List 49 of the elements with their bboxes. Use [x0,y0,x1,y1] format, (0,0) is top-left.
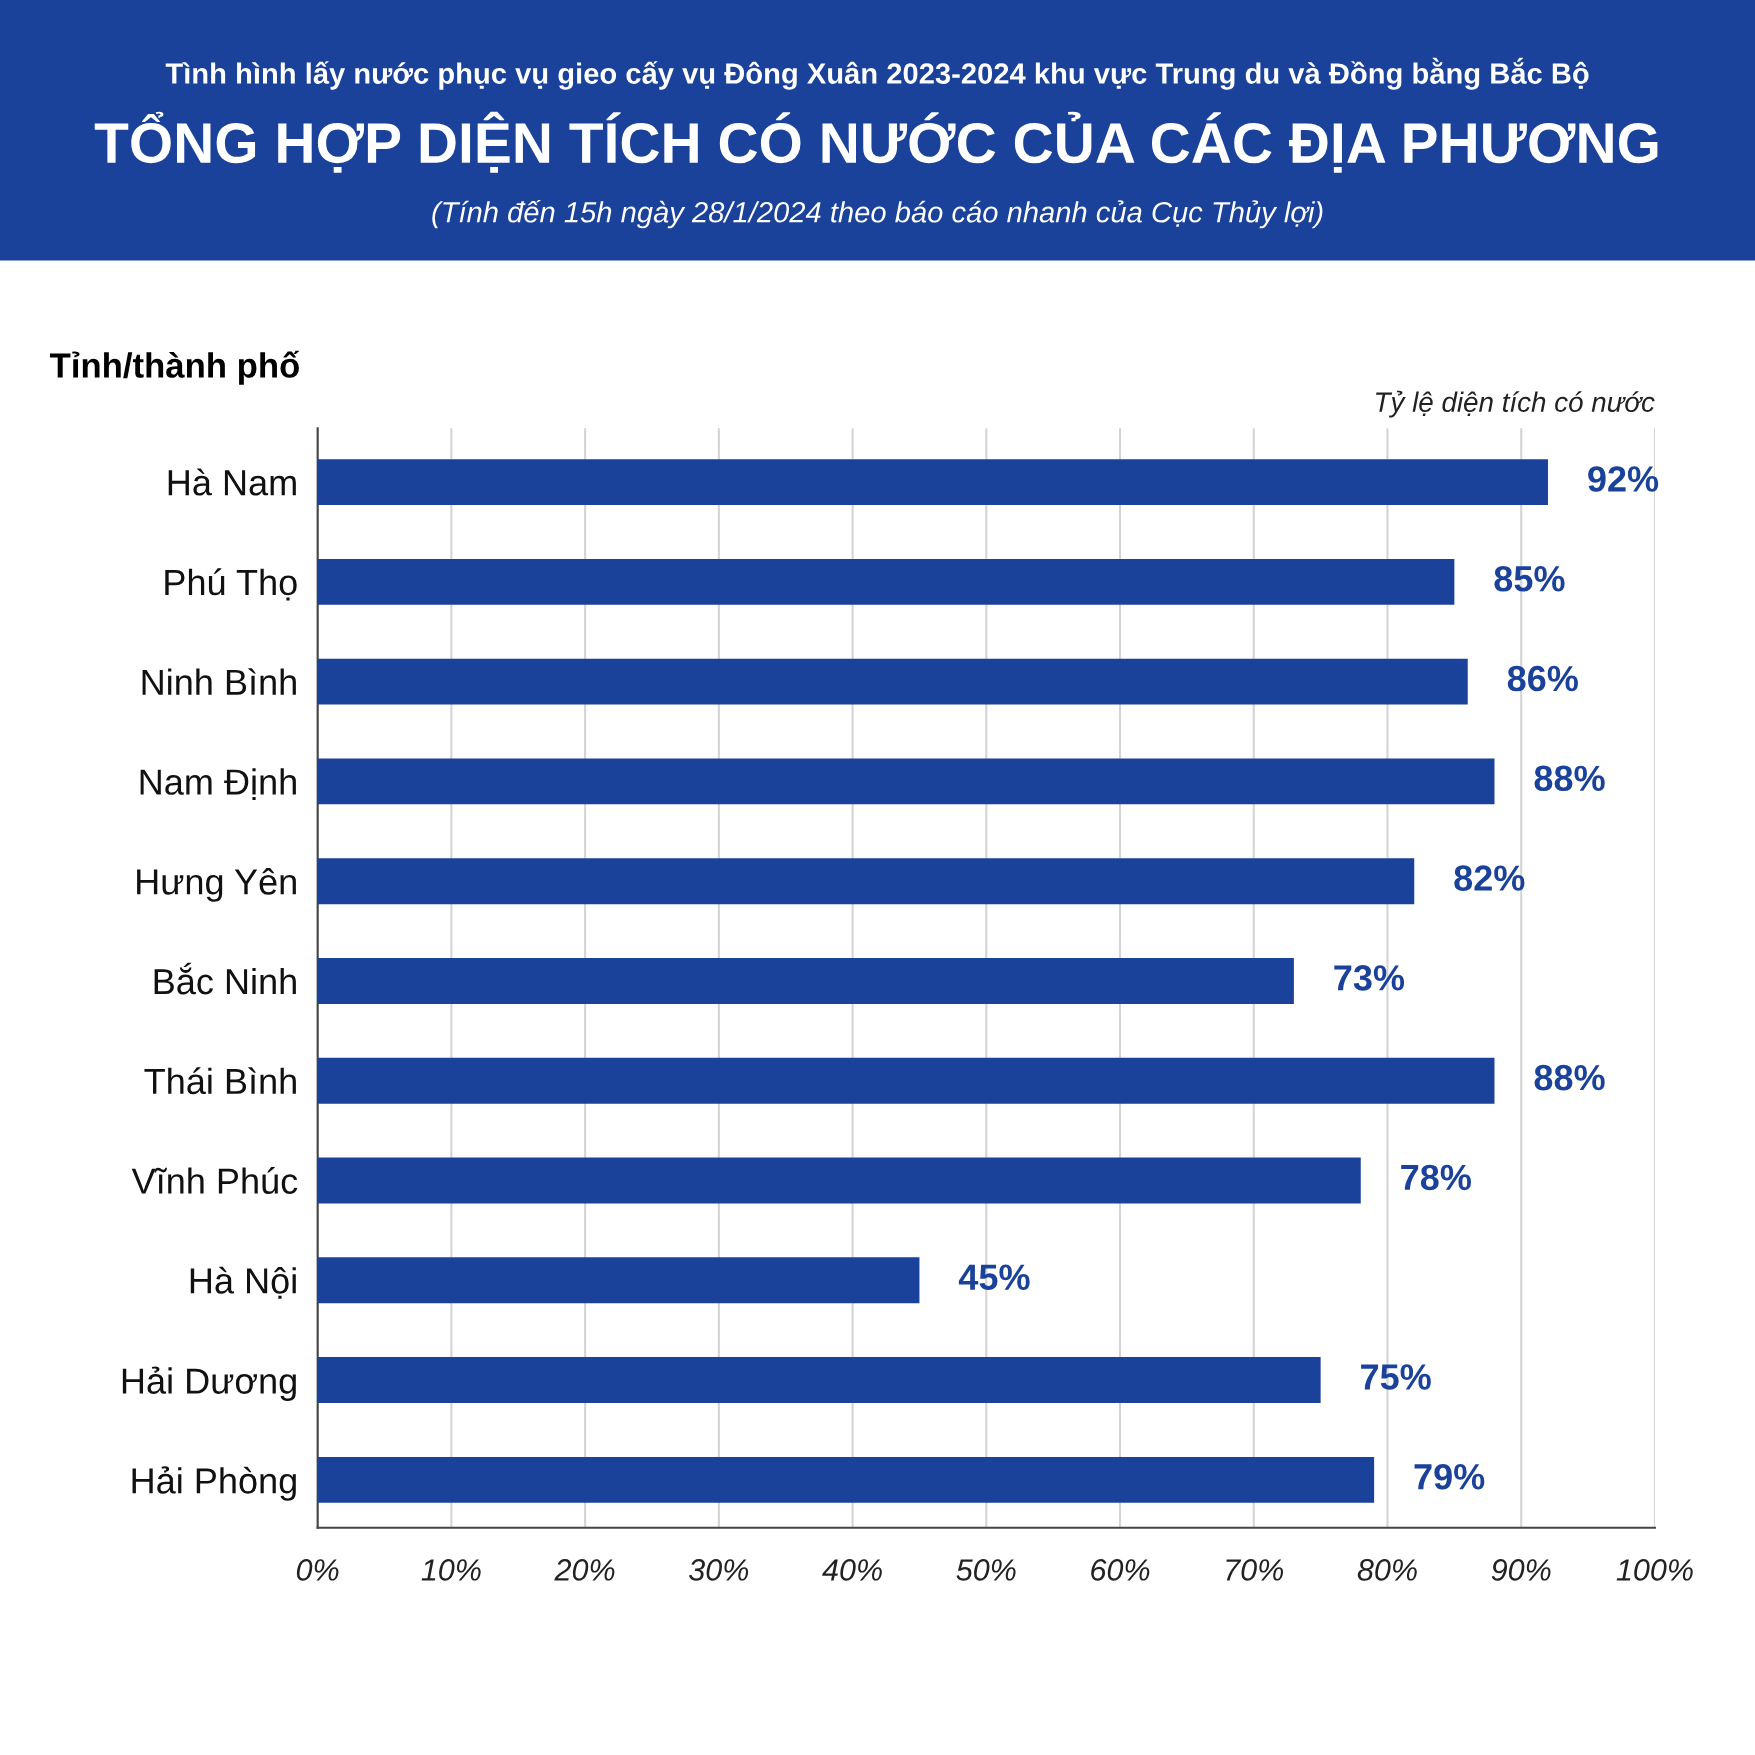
x-tick-label: 70% [1226,1559,1284,1581]
x-tick-label: 0% [296,1559,339,1581]
x-tick-label: 50% [956,1559,1016,1581]
y-tick-label: Bắc Ninh [154,962,296,995]
x-axis-title: Tỷ lệ diện tích có nước [1376,390,1655,418]
data-label: 82% [1454,865,1525,891]
data-label: 79% [1414,1463,1485,1490]
y-tick-label: Thái Bình [144,1067,296,1095]
y-tick-label: Hải Phòng [132,1466,296,1501]
y-tick-label: Hà Nam [168,468,296,496]
x-tick-label: 60% [1091,1559,1150,1581]
x-tick-label: 10% [421,1559,481,1581]
bar [317,958,1294,1004]
bar [317,858,1415,905]
data-label: 92% [1588,466,1659,492]
bar [317,658,1468,705]
bar [317,1057,1495,1104]
chart-title: TỔNG HỢP DIỆN TÍCH CÓ NƯỚC CỦA CÁC ĐỊA PHƯƠNG [94,111,1658,173]
y-tick-label: Hải Dương [122,1366,296,1402]
bar [317,1357,1321,1404]
x-tick-label: 90% [1491,1559,1551,1581]
data-label: 86% [1507,665,1578,692]
y-tick-label: Vĩnh Phúc [131,1167,298,1194]
data-label: 85% [1494,565,1565,592]
data-label: 45% [958,1264,1030,1290]
data-label: 88% [1534,765,1605,792]
x-tick-label: 30% [688,1559,749,1581]
bar [317,558,1455,605]
bar [317,1157,1361,1204]
x-tick-label: 20% [554,1559,615,1581]
data-label: 78% [1401,1164,1471,1191]
bar [317,459,1548,506]
y-tick-label: Hưng Yên [137,868,296,902]
x-tick-label: 100% [1616,1559,1693,1581]
bar [317,1257,920,1304]
bar [317,1456,1375,1503]
y-tick-label: Hà Nội [190,1266,296,1299]
data-label: 75% [1361,1364,1431,1390]
data-label: 88% [1534,1064,1605,1091]
bar [317,758,1495,805]
y-tick-label: Ninh Bình [142,668,296,695]
x-tick-label: 40% [822,1559,882,1581]
x-tick-label: 80% [1357,1559,1417,1581]
y-tick-label: Phú Thọ [165,568,297,601]
data-label: 73% [1334,965,1405,991]
y-tick-label: Nam Định [140,768,296,800]
chart-subtitle: Tình hình lấy nước phục vụ gieo cấy vụ Đông Xuân 2023-2024 khu vực Trung du và Đồng bằng Bắc Bộ [165,57,1589,90]
text: (Tính đến 15h ngày 28/1/2024 theo báo cáo nhanh của Cục Thủy lợi) [432,199,1323,229]
y-axis-title: Tỉnh/thành phố [49,350,300,385]
